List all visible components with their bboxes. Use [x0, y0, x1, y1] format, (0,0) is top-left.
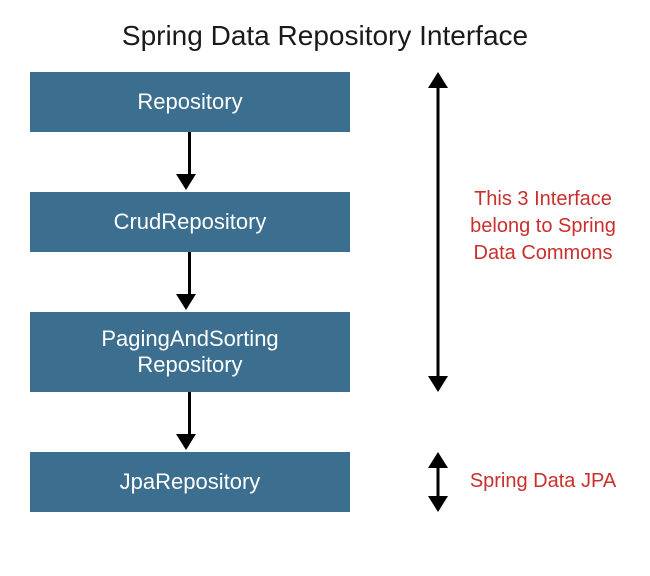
box-jpa: JpaRepository [30, 452, 350, 512]
bracket-commons-icon [428, 72, 448, 392]
box-repository: Repository [30, 72, 350, 132]
box-paging: PagingAndSorting Repository [30, 312, 350, 392]
bracket-jpa-icon [428, 452, 448, 512]
arrow-down-icon [184, 132, 196, 190]
annotation-jpa: Spring Data JPA [458, 468, 628, 495]
page-title: Spring Data Repository Interface [0, 20, 650, 52]
arrow-down-icon [184, 392, 196, 450]
box-crud-label: CrudRepository [114, 209, 267, 235]
box-crud: CrudRepository [30, 192, 350, 252]
box-repository-label: Repository [137, 89, 242, 115]
arrow-down-icon [184, 252, 196, 310]
annotation-commons: This 3 Interface belong to Spring Data C… [458, 186, 628, 267]
box-jpa-label: JpaRepository [120, 469, 261, 495]
box-paging-label: PagingAndSorting Repository [101, 326, 278, 379]
